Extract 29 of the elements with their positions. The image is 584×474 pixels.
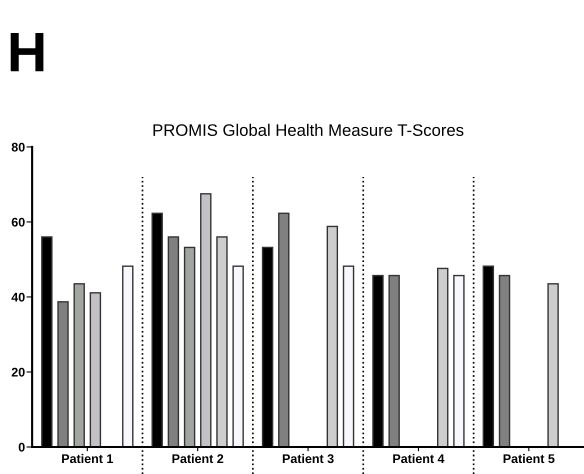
- bar: [232, 266, 244, 447]
- bar: [216, 236, 228, 447]
- y-tick-label: 80: [12, 142, 25, 152]
- bar: [90, 292, 102, 447]
- x-tick-label: Patient 3: [282, 454, 334, 464]
- bar: [388, 274, 400, 447]
- x-tick-label: Patient 5: [504, 454, 555, 464]
- bar: [168, 236, 180, 447]
- bar: [74, 283, 85, 447]
- bar: [453, 274, 465, 447]
- bar: [200, 193, 212, 447]
- bar: [184, 246, 196, 447]
- y-tick-label: 40: [11, 292, 25, 302]
- bar: [498, 274, 510, 447]
- bar: [278, 212, 290, 447]
- y-tick-label: 20: [12, 368, 25, 377]
- x-tick-label: Patient 2: [172, 454, 224, 464]
- bar: [342, 266, 354, 447]
- chart-title: PROMIS Global Health Measure T-Scores: [154, 124, 464, 136]
- x-tick-label: Patient 4: [393, 454, 444, 464]
- x-tick-label: Patient 1: [62, 454, 114, 464]
- bar: [547, 283, 559, 447]
- bar: [326, 226, 338, 447]
- y-tick-label: 0: [18, 442, 25, 452]
- bar: [57, 301, 69, 447]
- bar: [437, 268, 448, 447]
- text: H: [10, 33, 44, 72]
- bar: [122, 266, 134, 447]
- y-tick-label: 60: [12, 218, 25, 227]
